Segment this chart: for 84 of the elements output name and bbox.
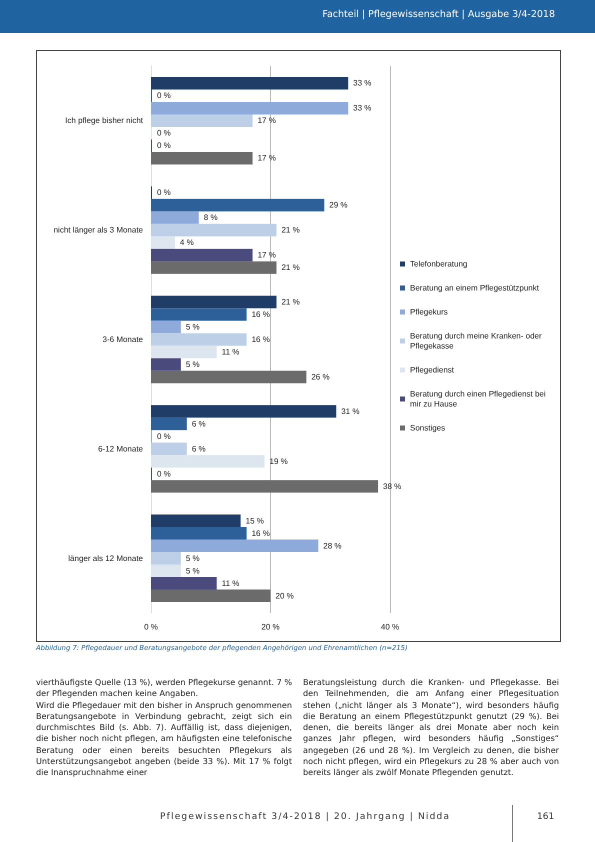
data-label: 0 % (157, 91, 171, 100)
legend-label: Beratung durch meine Kranken- oder Pflegekasse (410, 332, 544, 350)
data-label: 5 % (186, 554, 200, 563)
data-label: 21 % (281, 263, 300, 272)
bar (151, 370, 306, 384)
data-label: 26 % (311, 372, 330, 382)
data-label: 38 % (383, 482, 402, 491)
bar (151, 296, 276, 308)
text: Pflegewissenschaft 3/4-2018 | 20. Jahrgang | Nidda (160, 812, 450, 822)
y-tick-label: 6-12 Monate (98, 444, 144, 454)
text: vierthäufigste Quelle (13 %), werden Pflegekurse genannt. 7 % der Pflegenden machen keine Angaben. Wird die Pflegedauer mit den bisher in Anspruch genommenen Beratungsangebote in Verbindung gebracht, zeigt sich ein durchmischtes Bild (s. Abb. 7). Auffällig ist, dass diejenigen, die bisher noch nicht pflegen, am häufigsten eine telefonische Beratung oder einen bereits besuchten Pflegekurs als Unterstützungsangebot angeben (beide 33 %). Mit 17 % folgt die Inanspruchnahme einer (36, 677, 292, 778)
bar (151, 320, 181, 334)
bar (151, 540, 318, 552)
bar (151, 590, 270, 602)
x-tick-label: 40 % (380, 622, 400, 632)
bar (151, 346, 217, 358)
data-label: 4 % (180, 238, 194, 248)
bar (151, 224, 276, 236)
data-label: 5 % (186, 322, 200, 332)
legend-label: Sonstiges (410, 424, 446, 432)
legend-label: Beratung an einem Pflegestützpunkt (410, 284, 540, 292)
bar (151, 564, 181, 578)
y-tick-label: Ich pflege bisher nicht (65, 116, 144, 126)
data-label: 33 % (353, 78, 372, 88)
data-label: 33 % (353, 104, 372, 113)
legend-label: Beratung durch einen Pflegedienst bei mir zu Hause (410, 390, 548, 408)
bar (151, 418, 187, 430)
x-tick-label: 20 % (261, 622, 280, 632)
data-label: 31 % (341, 406, 360, 416)
x-tick-label: 0 % (144, 622, 158, 632)
y-tick-label: länger als 12 Monate (68, 554, 144, 563)
bar (151, 577, 217, 590)
data-label: 19 % (270, 456, 288, 466)
data-label: 6 % (192, 419, 206, 428)
bar (151, 308, 247, 321)
bar (151, 514, 241, 528)
bar (151, 455, 265, 468)
bar (151, 333, 247, 346)
bar (151, 527, 247, 540)
data-label: 17 % (258, 154, 276, 163)
data-label: 16 % (252, 310, 270, 319)
data-label: 0 % (157, 141, 171, 150)
data-label: 0 % (157, 128, 171, 138)
bar (151, 236, 175, 249)
text: 161 (537, 812, 554, 822)
bar (151, 102, 348, 114)
data-label: 0 % (157, 432, 171, 441)
bar (151, 152, 253, 164)
bar (151, 442, 187, 456)
bar (151, 198, 324, 212)
data-label: 11 % (222, 578, 240, 588)
data-label: 0 % (157, 469, 171, 478)
data-label: 16 % (252, 528, 270, 538)
bar (151, 480, 378, 493)
legend-label: Pflegedienst (410, 366, 455, 374)
data-label: 8 % (204, 213, 218, 222)
data-label: 11 % (222, 348, 240, 357)
data-label: 28 % (323, 541, 342, 550)
data-label: 20 % (276, 591, 294, 600)
bar (151, 211, 199, 224)
data-label: 6 % (192, 444, 206, 454)
data-label: 5 % (186, 566, 200, 576)
bar (151, 552, 181, 565)
bar (151, 358, 181, 371)
data-label: 0 % (157, 188, 171, 198)
bar (151, 114, 253, 127)
data-label: 15 % (246, 516, 264, 526)
bar (151, 405, 336, 418)
data-label: 29 % (329, 200, 348, 210)
y-tick-label: 3-6 Monate (102, 335, 144, 344)
data-label: 17 % (258, 250, 276, 260)
data-label: 21 % (281, 297, 300, 306)
legend-label: Telefonberatung (410, 260, 468, 268)
data-label: 16 % (252, 335, 270, 344)
data-label: 5 % (186, 360, 200, 370)
legend-label: Pflegekurs (410, 308, 448, 316)
y-tick-label: nicht länger als 3 Monate (54, 226, 144, 235)
bar (151, 261, 276, 274)
bar (151, 76, 348, 90)
data-label: 21 % (281, 226, 300, 235)
text: Fachteil | Pflegewissenschaft | Ausgabe 3/4-2018 (322, 9, 555, 20)
text: Beratungsleistung durch die Kranken- und Pflegekasse. Bei den Teilnehmenden, die am Anfang einer Pflegesituation stehen („nicht länger als 3 Monate“), wird besonders häufig die Beratung an einem Pflegestützpunkt genutzt (29 %). Bei denen, die bereits länger als drei Monate aber noch kein ganzes Jahr pflegen, wird besonders häufig „Sonstiges“ angegeben (26 und 28 %). Im Vergleich zu denen, die bisher noch nicht pflegen, wird ein Pflegekurs zu 28 % aber auch von bereits länger als zwölf Monate Pflegenden genutzt. (303, 677, 559, 778)
bar (151, 248, 253, 262)
data-label: 17 % (258, 116, 276, 126)
